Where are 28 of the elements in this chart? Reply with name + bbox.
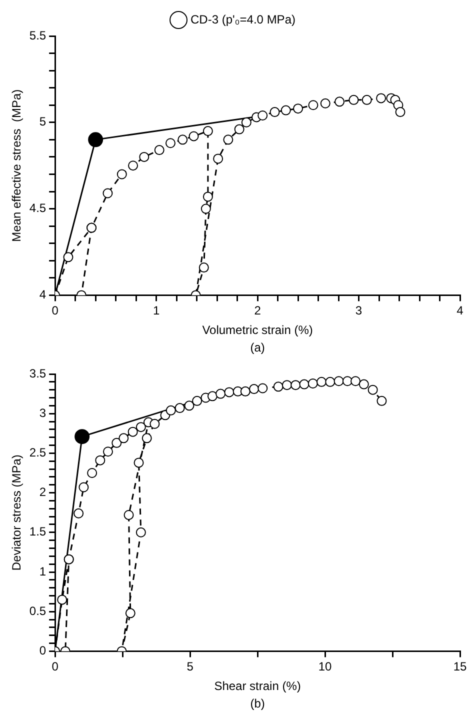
x-tick-label: 1 bbox=[152, 304, 160, 318]
text: (b) bbox=[250, 696, 265, 710]
y-tick-label: 5.5 bbox=[29, 28, 46, 42]
y-tick-label: 2.5 bbox=[29, 446, 46, 460]
x-tick-label: 5 bbox=[186, 660, 194, 674]
y-tick-label: 0.5 bbox=[29, 604, 46, 618]
y-axis-title: Mean effective stress (MPa) bbox=[10, 89, 24, 242]
y-tick-label: 1.5 bbox=[29, 524, 46, 539]
y-tick-label: 3.5 bbox=[29, 366, 46, 380]
text: (a) bbox=[250, 340, 265, 354]
y-tick-label: 5 bbox=[39, 114, 46, 129]
x-tick-label: 3 bbox=[355, 304, 362, 318]
x-tick-label: 0 bbox=[52, 660, 59, 674]
x-tick-label: 4 bbox=[456, 304, 464, 318]
x-tick-label: 15 bbox=[453, 660, 467, 674]
y-tick-label: 4 bbox=[39, 288, 46, 302]
y-tick-label: 1 bbox=[39, 564, 46, 578]
y-tick-label: 0 bbox=[39, 644, 46, 658]
y-tick-label: 4.5 bbox=[29, 201, 46, 216]
y-tick-label: 2 bbox=[39, 485, 46, 500]
x-tick-label: 0 bbox=[52, 304, 59, 318]
x-axis-title: Volumetric strain (%) bbox=[202, 323, 313, 338]
x-tick-label: 2 bbox=[254, 304, 262, 318]
y-axis-title: Deviator stress (MPa) bbox=[10, 454, 24, 571]
legend-label: CD-3 (p'₀=4.0 MPa) bbox=[190, 12, 296, 26]
y-tick-label: 3 bbox=[39, 406, 46, 420]
x-axis-title: Shear strain (%) bbox=[214, 679, 301, 694]
x-tick-label: 10 bbox=[318, 660, 332, 674]
